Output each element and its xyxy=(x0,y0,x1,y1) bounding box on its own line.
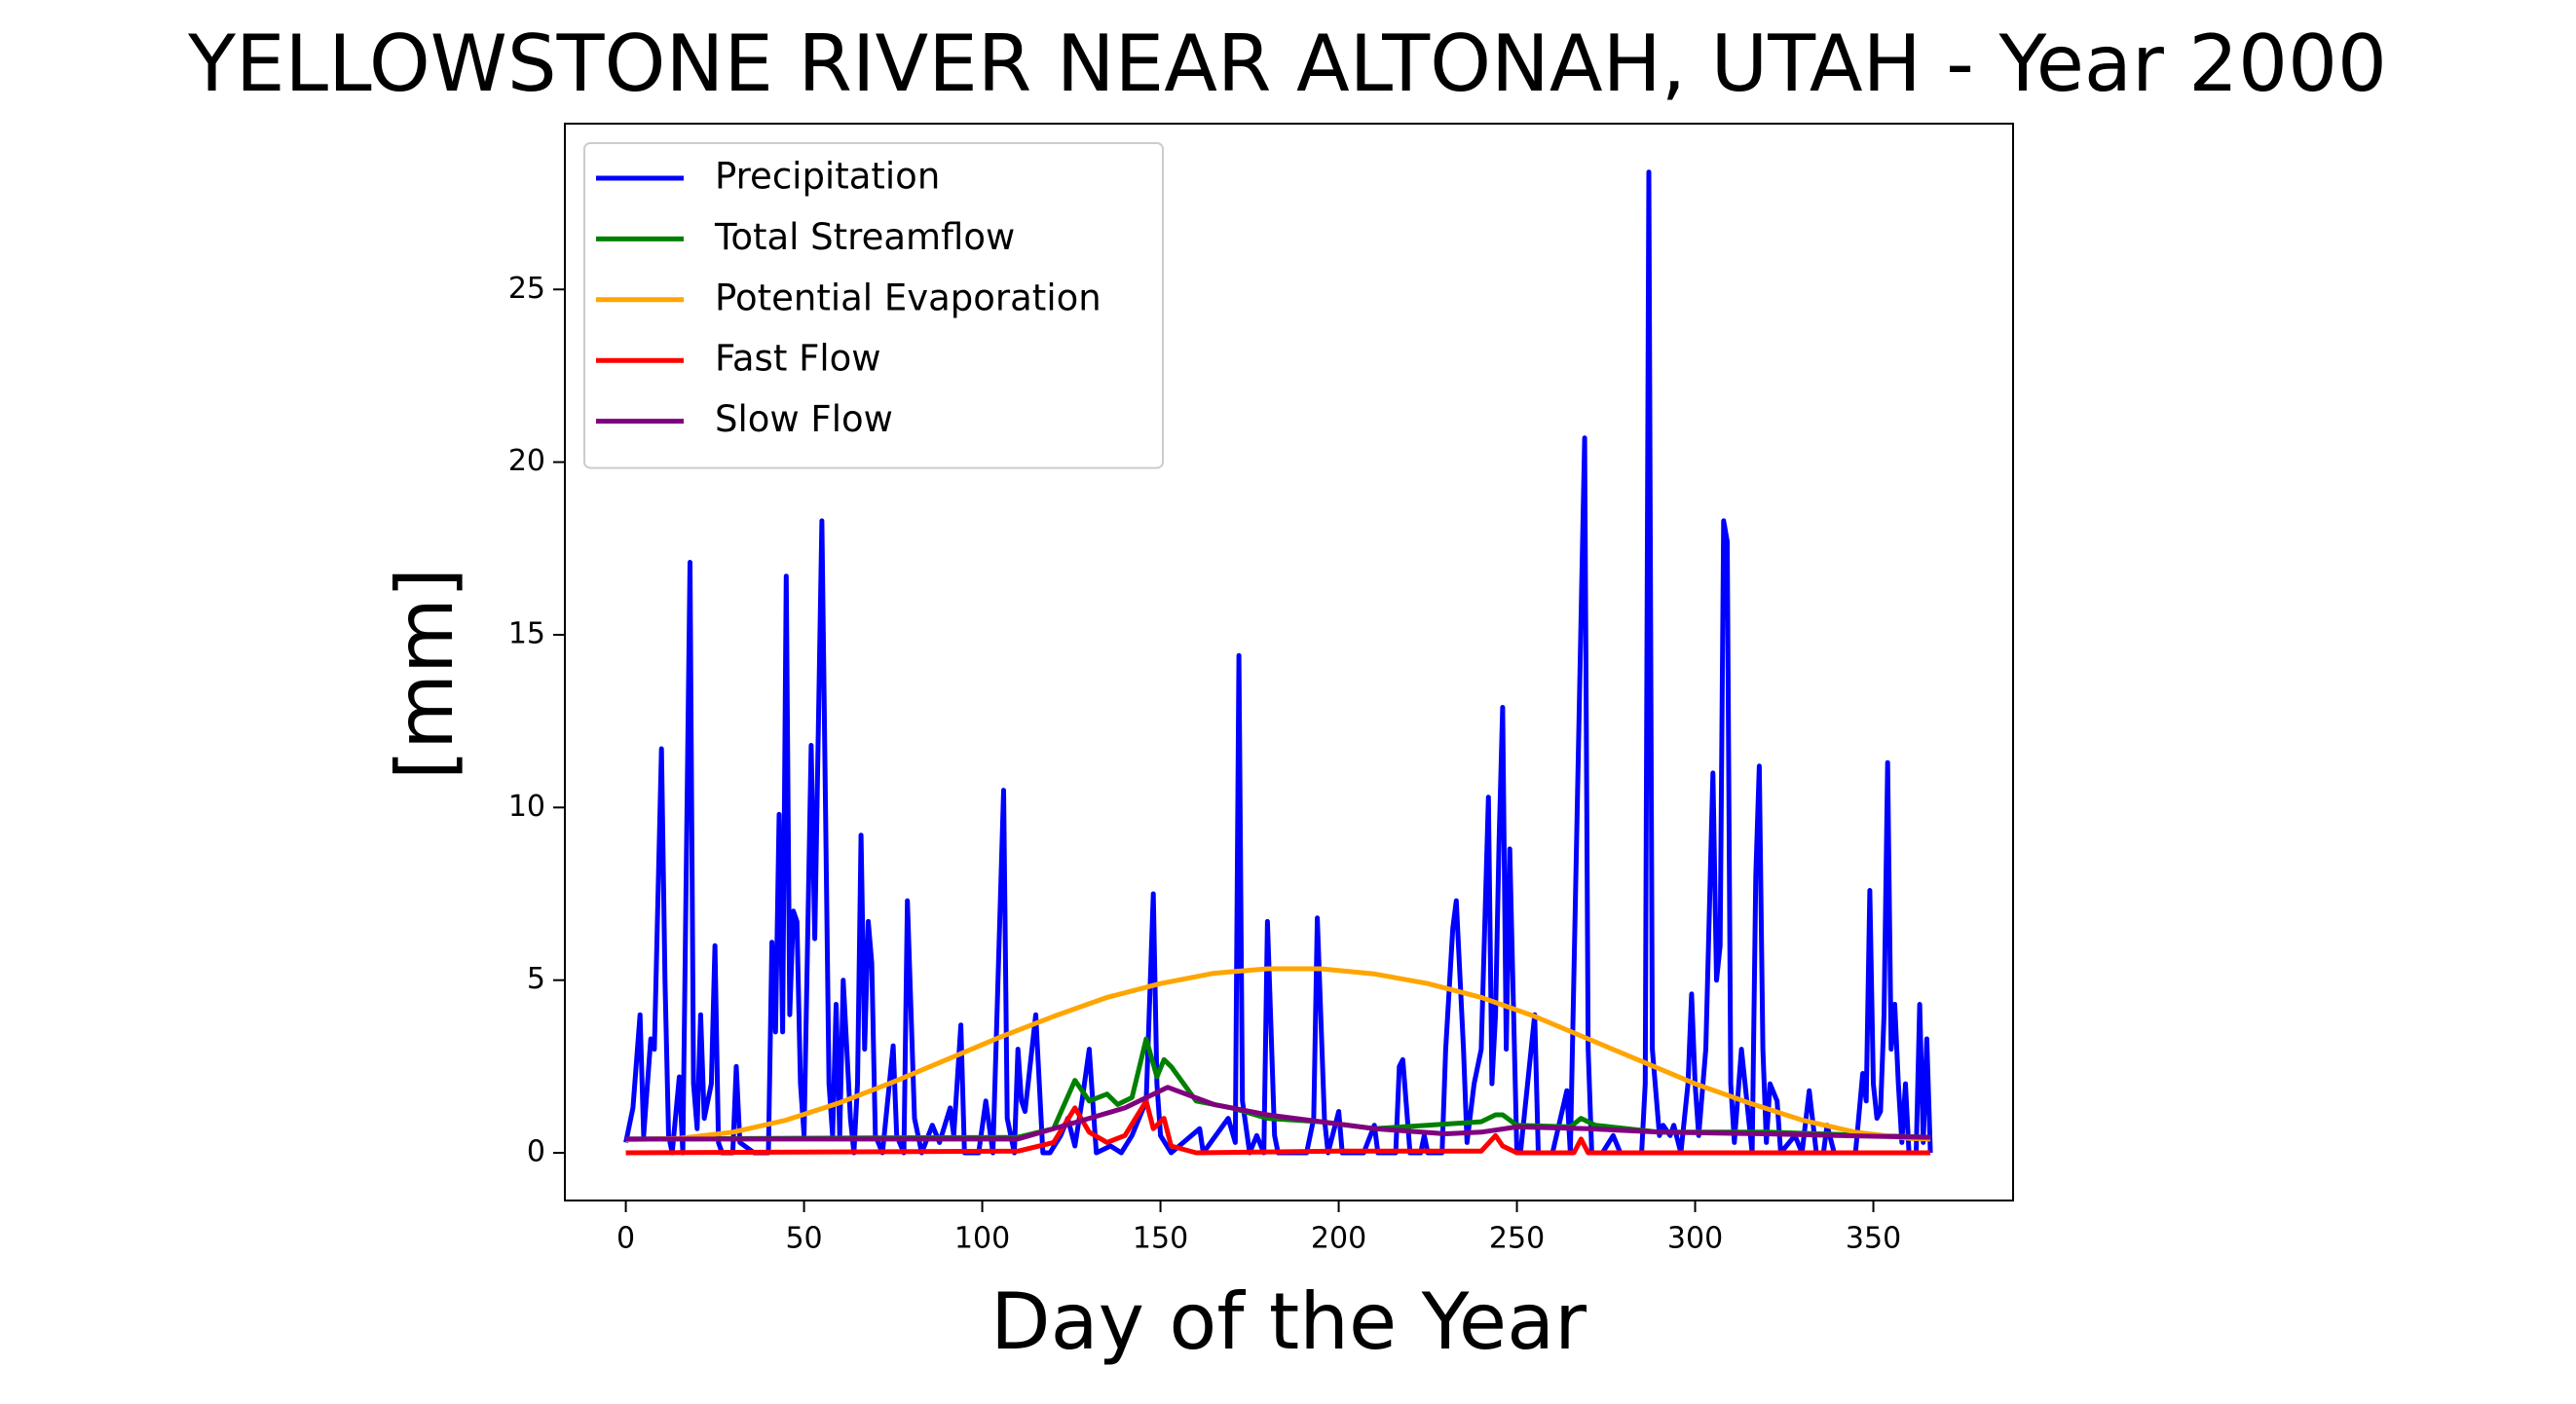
legend-label: Precipitation xyxy=(715,156,940,198)
x-axis-label: Day of the Year xyxy=(990,1276,1587,1367)
chart-title: YELLOWSTONE RIVER NEAR ALTONAH, UTAH - Y… xyxy=(187,18,2387,109)
y-tick-label: 5 xyxy=(527,962,545,996)
x-tick-label: 50 xyxy=(785,1222,822,1256)
y-axis-label: [mm] xyxy=(380,568,470,780)
x-tick-label: 350 xyxy=(1846,1222,1901,1256)
x-tick-label: 0 xyxy=(616,1222,635,1256)
y-tick-label: 15 xyxy=(508,616,545,650)
plot-frame xyxy=(564,123,2014,1201)
x-tick-label: 200 xyxy=(1311,1222,1366,1256)
x-tick-label: 300 xyxy=(1667,1222,1723,1256)
legend-label: Fast Flow xyxy=(715,338,881,380)
x-tick-label: 150 xyxy=(1133,1222,1188,1256)
series-line xyxy=(625,966,1931,1143)
legend-box xyxy=(583,142,1164,469)
series-line xyxy=(625,1098,1931,1156)
y-tick-label: 10 xyxy=(508,790,545,824)
legend-label: Total Streamflow xyxy=(714,216,1015,258)
y-tick-label: 25 xyxy=(508,272,545,306)
y-tick-label: 0 xyxy=(527,1135,545,1169)
x-tick-label: 100 xyxy=(954,1222,1010,1256)
series-line xyxy=(625,1085,1931,1142)
y-tick-label: 20 xyxy=(508,444,545,478)
x-tick-label: 250 xyxy=(1489,1222,1545,1256)
legend-label: Slow Flow xyxy=(715,398,893,440)
legend-label: Potential Evaporation xyxy=(715,277,1101,318)
